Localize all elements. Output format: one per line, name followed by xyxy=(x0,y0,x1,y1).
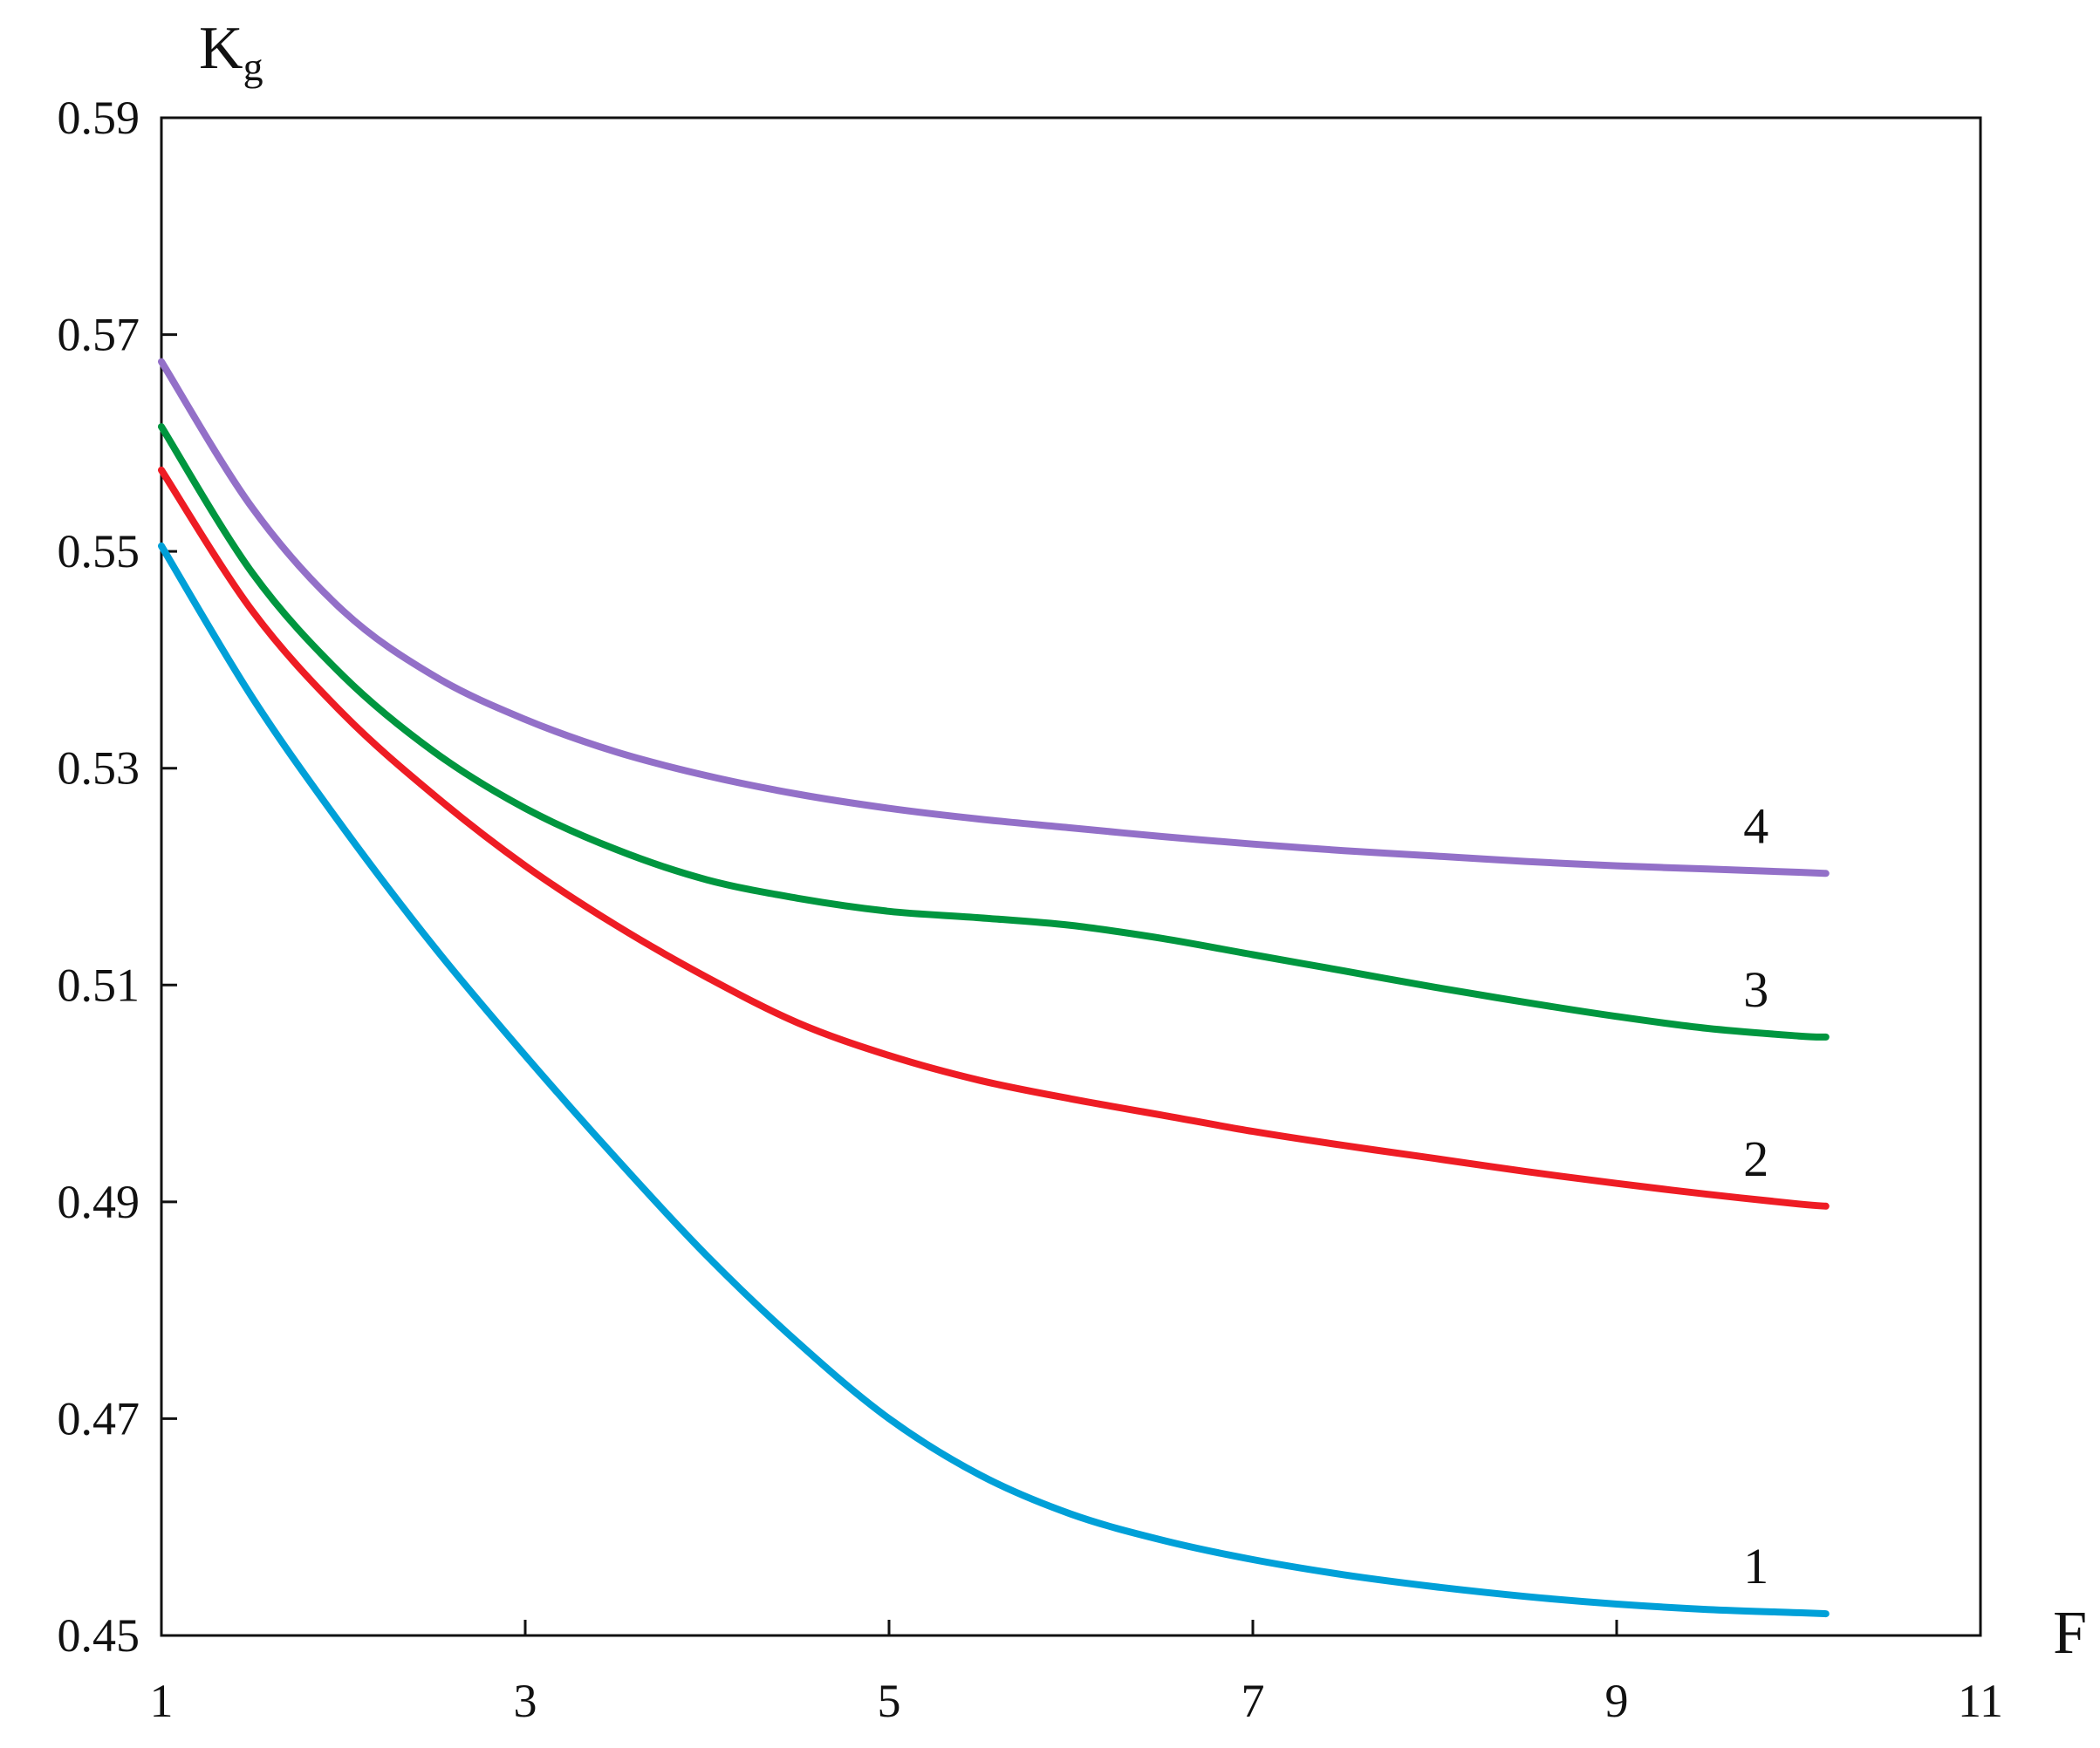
y-tick-label: 0.59 xyxy=(58,92,140,144)
x-tick-label: 1 xyxy=(150,1675,174,1727)
x-tick-label: 5 xyxy=(878,1675,901,1727)
series-lines xyxy=(158,358,1830,1618)
y-tick-label: 0.47 xyxy=(58,1392,140,1444)
x-tick-label: 9 xyxy=(1605,1675,1629,1727)
x-axis-title: F xyxy=(2053,1600,2087,1667)
plot-frame xyxy=(160,116,1982,1637)
x-tick-label: 7 xyxy=(1242,1675,1265,1727)
y-tick-label: 0.57 xyxy=(58,309,140,361)
series-label-4: 4 xyxy=(1743,797,1768,854)
y-tick-label: 0.53 xyxy=(58,742,140,795)
y-axis-title-subscript: g xyxy=(243,44,263,89)
series-line-4 xyxy=(158,358,1830,877)
x-tick-label: 11 xyxy=(1958,1675,2003,1727)
y-tick-label: 0.51 xyxy=(58,959,140,1011)
series-line-2 xyxy=(158,466,1830,1210)
y-axis-ticks: 0.45 0.47 0.49 0.51 0.53 0.55 0.57 0.59 xyxy=(58,92,177,1662)
series-line-3 xyxy=(158,423,1830,1041)
series-labels: 1 2 3 4 xyxy=(1743,797,1768,1594)
y-tick-label: 0.45 xyxy=(58,1609,140,1662)
y-tick-label: 0.55 xyxy=(58,525,140,577)
series-label-2: 2 xyxy=(1743,1130,1768,1187)
y-tick-label: 0.49 xyxy=(58,1176,140,1228)
x-axis-ticks: 1 3 5 7 9 11 xyxy=(150,1620,2003,1727)
x-tick-label: 3 xyxy=(514,1675,537,1727)
series-line-1 xyxy=(158,542,1830,1618)
y-axis-title-main: K xyxy=(199,15,243,82)
series-label-3: 3 xyxy=(1743,961,1768,1018)
series-label-1: 1 xyxy=(1743,1538,1768,1594)
y-axis-title: Kg xyxy=(199,15,263,89)
